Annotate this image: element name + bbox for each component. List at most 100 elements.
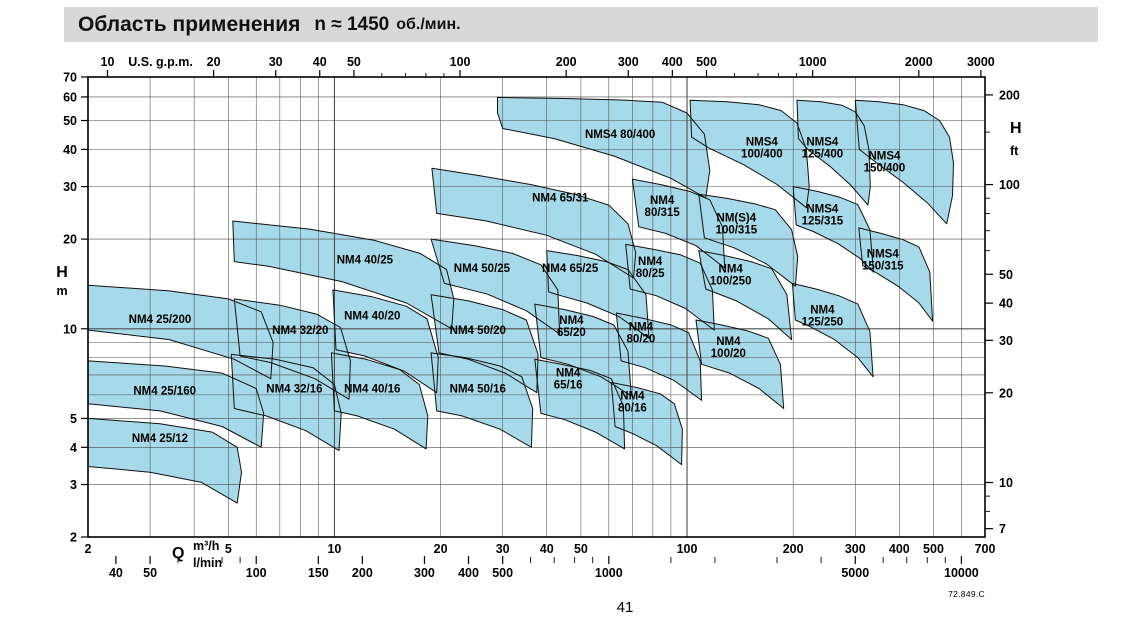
svg-text:NM4 40/16: NM4 40/16 [344,384,400,396]
svg-text:3: 3 [70,478,77,492]
svg-text:ft: ft [1010,144,1019,158]
svg-text:H: H [1010,120,1022,137]
svg-text:5: 5 [70,412,77,426]
svg-text:300: 300 [845,542,866,556]
svg-text:NM4 65/31: NM4 65/31 [532,192,589,204]
svg-text:100: 100 [677,542,698,556]
svg-text:30: 30 [999,334,1013,348]
svg-text:400: 400 [662,55,683,69]
svg-text:60: 60 [63,90,77,104]
svg-text:300: 300 [618,55,639,69]
svg-text:30: 30 [269,55,283,69]
svg-text:700: 700 [975,542,996,556]
svg-text:200: 200 [556,55,577,69]
header-bar: Область применения n ≈ 1450 об./мин. [64,7,1098,42]
svg-text:U.S. g.p.m.: U.S. g.p.m. [128,55,193,69]
svg-text:200: 200 [783,542,804,556]
svg-text:10: 10 [101,55,115,69]
svg-text:20: 20 [434,542,448,556]
svg-text:2: 2 [70,531,77,545]
svg-text:NM4 25/200: NM4 25/200 [129,314,192,326]
svg-text:500: 500 [492,566,513,580]
svg-text:5000: 5000 [841,566,869,580]
speed-spec: n ≈ 1450 [314,13,390,35]
svg-text:NM4 40/20: NM4 40/20 [344,310,400,322]
svg-text:NM4 25/160: NM4 25/160 [133,386,196,398]
svg-text:150: 150 [308,566,329,580]
svg-text:Q: Q [172,545,184,562]
svg-text:50: 50 [574,542,588,556]
svg-text:20: 20 [999,386,1013,400]
drawing-reference: 72.849.C [948,589,985,599]
svg-text:50: 50 [63,114,77,128]
svg-text:40: 40 [540,542,554,556]
speed-unit-label: об./мин. [396,15,461,33]
svg-text:NM4 50/16: NM4 50/16 [450,384,506,396]
svg-text:50: 50 [999,268,1013,282]
svg-text:1000: 1000 [799,55,827,69]
svg-text:2: 2 [85,542,92,556]
page-number: 41 [616,599,634,616]
svg-text:400: 400 [458,566,479,580]
svg-text:40: 40 [999,297,1013,311]
svg-text:7: 7 [999,522,1006,536]
svg-text:30: 30 [63,180,77,194]
svg-text:100: 100 [999,178,1020,192]
svg-text:30: 30 [496,542,510,556]
svg-text:300: 300 [414,566,435,580]
svg-text:5: 5 [225,542,232,556]
svg-text:NMS4 80/400: NMS4 80/400 [585,129,655,141]
svg-text:70: 70 [63,71,77,85]
svg-text:20: 20 [207,55,221,69]
svg-text:10: 10 [999,476,1013,490]
svg-text:100: 100 [246,566,267,580]
svg-text:500: 500 [923,542,944,556]
svg-text:40: 40 [109,566,123,580]
svg-text:50: 50 [143,566,157,580]
svg-text:l/min: l/min [193,556,222,570]
svg-text:3000: 3000 [967,55,995,69]
svg-text:40: 40 [313,55,327,69]
page-title: Область применения [78,12,301,36]
svg-text:20: 20 [63,233,77,247]
svg-text:1000: 1000 [595,566,623,580]
svg-text:H: H [56,264,68,281]
svg-text:10000: 10000 [944,566,979,580]
svg-text:NM4 50/20: NM4 50/20 [450,325,506,337]
svg-text:2000: 2000 [905,55,933,69]
svg-text:m³/h: m³/h [193,539,219,553]
svg-text:NM4 65/25: NM4 65/25 [542,263,599,275]
svg-text:NM4 50/25: NM4 50/25 [454,263,511,275]
svg-text:m: m [56,284,67,298]
svg-text:10: 10 [63,322,77,336]
svg-text:400: 400 [889,542,910,556]
svg-text:100: 100 [450,55,471,69]
svg-text:NM4 32/20: NM4 32/20 [272,325,328,337]
svg-text:4: 4 [70,441,77,455]
svg-text:10: 10 [327,542,341,556]
svg-text:50: 50 [347,55,361,69]
svg-text:40: 40 [63,143,77,157]
svg-text:200: 200 [352,566,373,580]
svg-text:500: 500 [696,55,717,69]
svg-text:200: 200 [999,88,1020,102]
svg-text:NM4 25/12: NM4 25/12 [132,433,188,445]
svg-text:NM4 32/16: NM4 32/16 [266,384,322,396]
svg-text:NM4 40/25: NM4 40/25 [337,254,394,266]
